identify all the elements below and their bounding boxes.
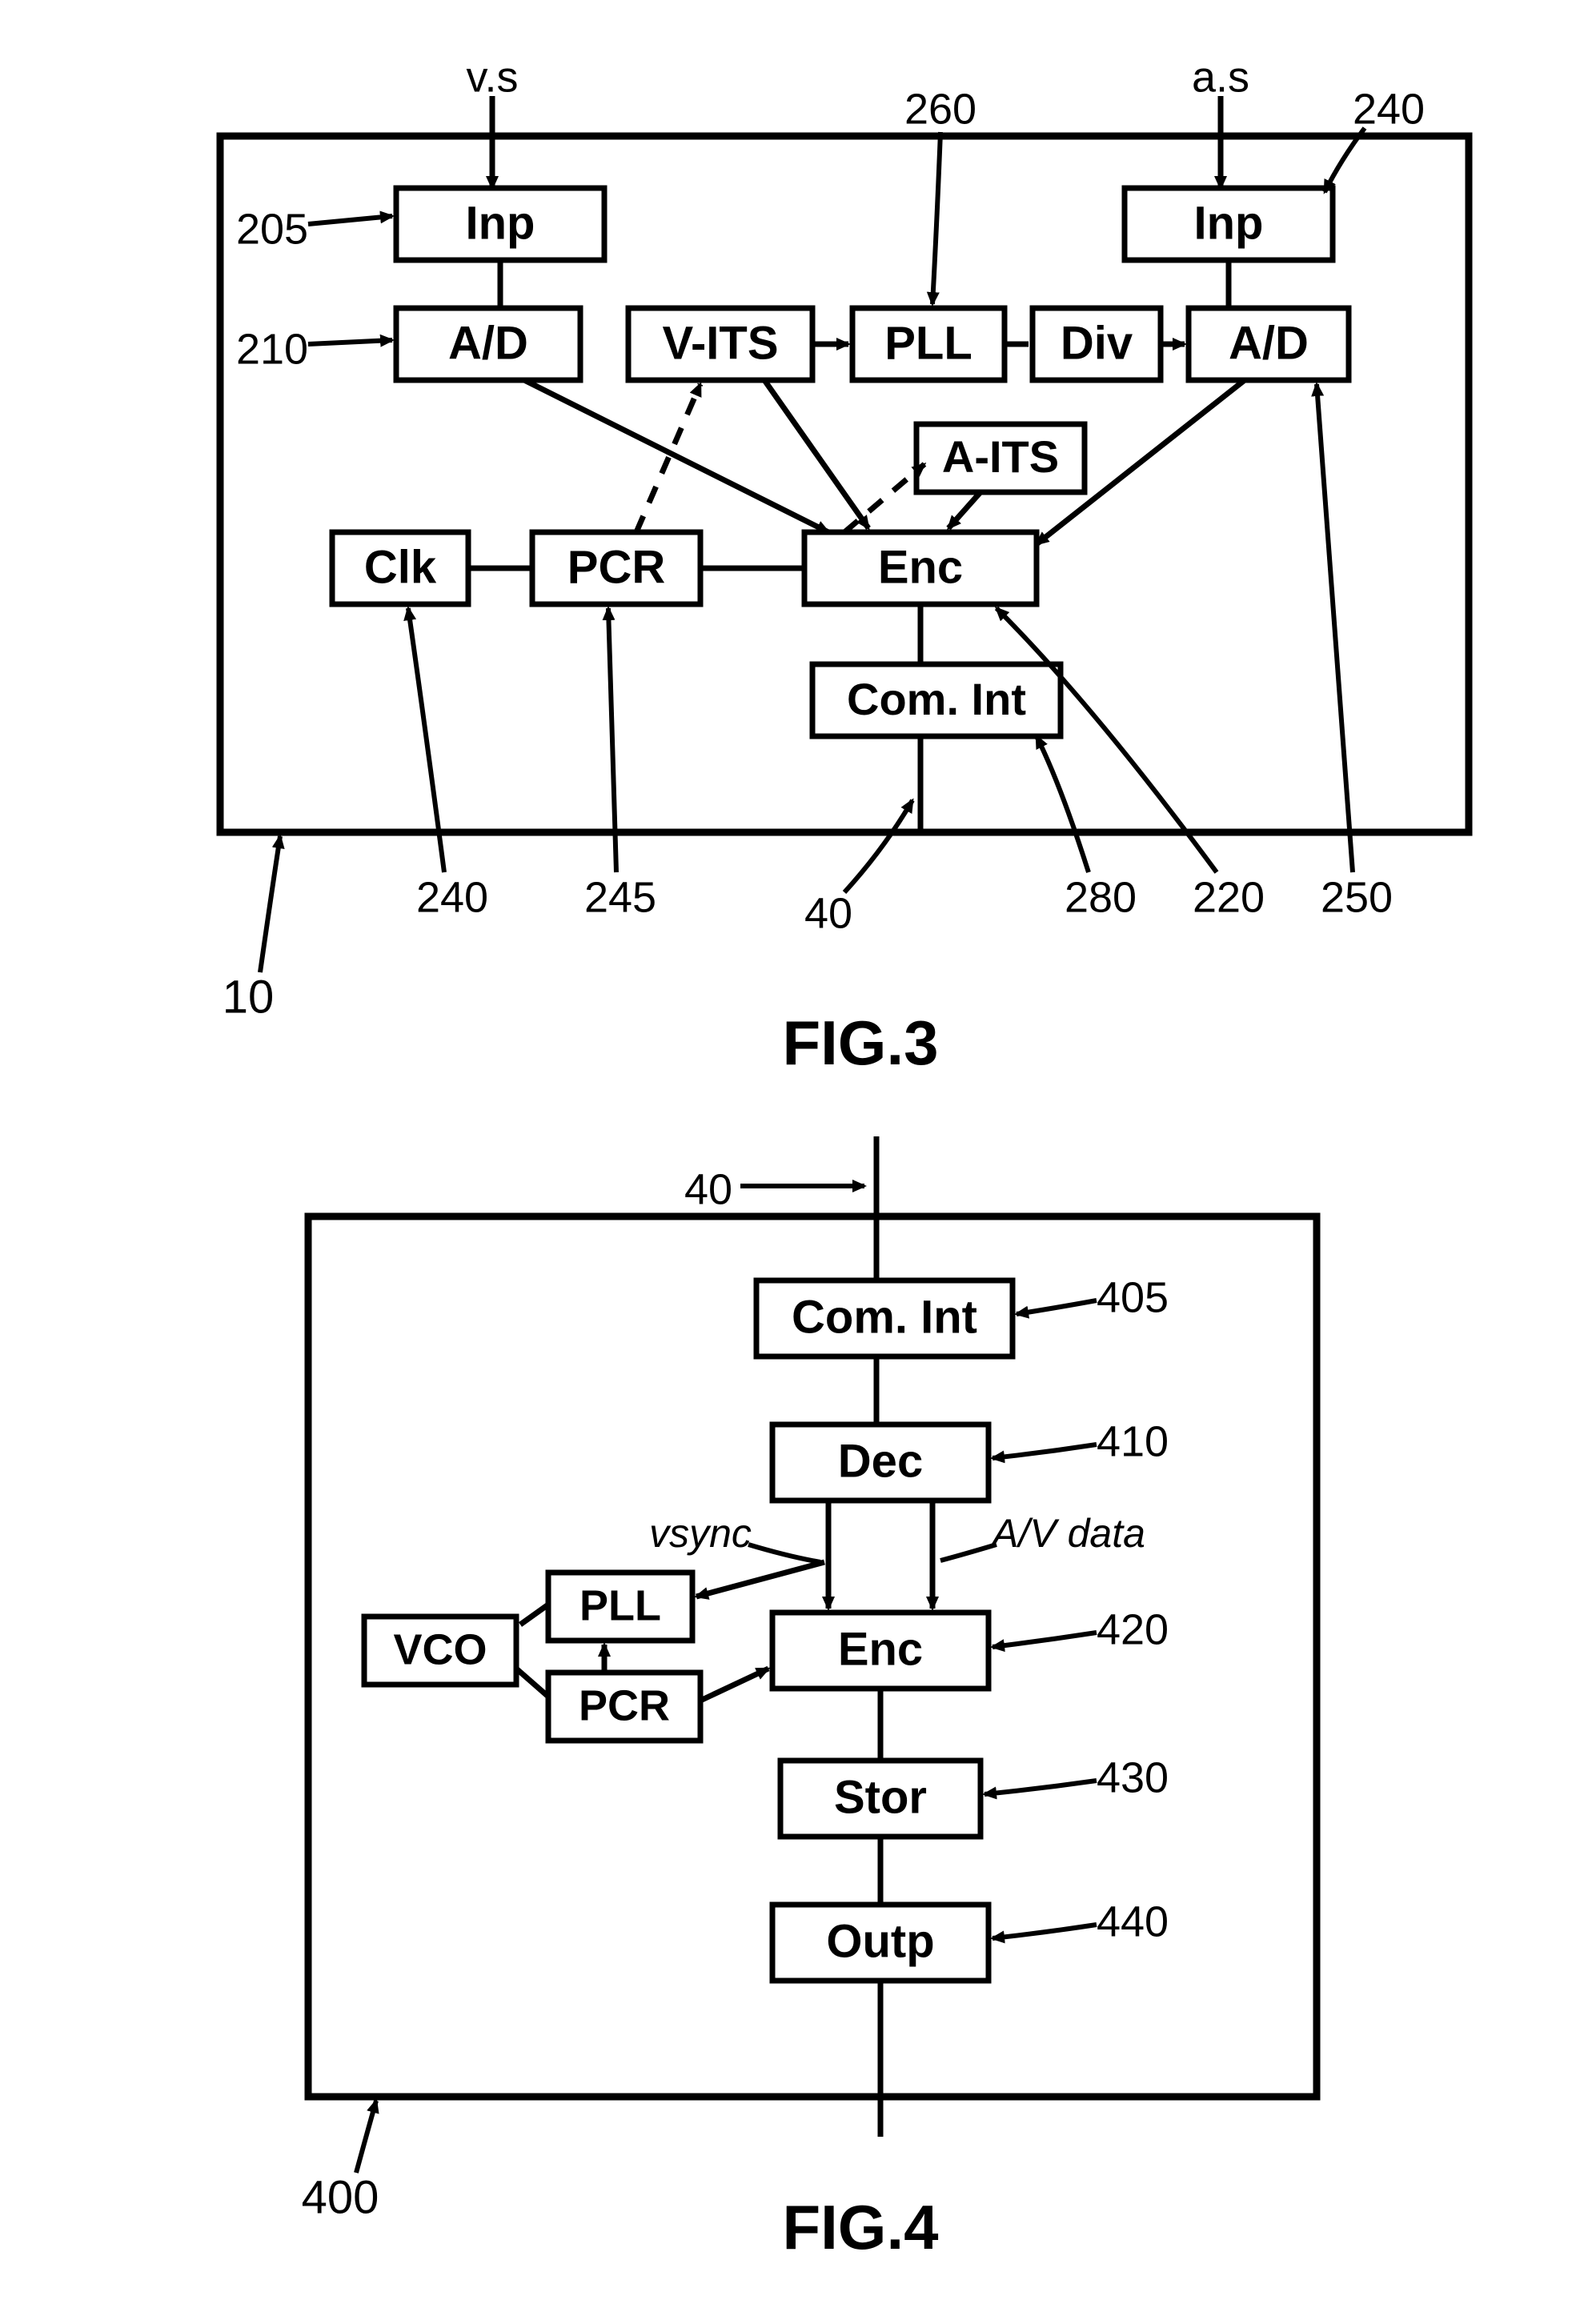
fig4-caption: FIG.4 (782, 2192, 938, 2262)
pcr-text: PCR (567, 541, 664, 593)
ref-405: 405 (1096, 1273, 1168, 1321)
ref-40: 40 (804, 889, 852, 937)
inp-left-text: Inp (465, 197, 535, 249)
vsync-leader (748, 1545, 820, 1562)
ref-260-line (932, 132, 940, 304)
page: v.s a.s Inp Inp A/D V-ITS PLL Div A/D A-… (32, 32, 1592, 2273)
ref-10: 10 (222, 971, 274, 1023)
ref-250-line (1317, 384, 1353, 872)
ref-280-line (1037, 736, 1089, 872)
comint4-text: Com. Int (792, 1291, 977, 1343)
ref-40-in: 40 (684, 1165, 732, 1213)
vco-text: VCO (393, 1625, 487, 1673)
ref-220: 220 (1192, 873, 1264, 921)
enc-text: Enc (877, 541, 962, 593)
avdata-leader (940, 1545, 997, 1561)
ref-205: 205 (235, 205, 307, 253)
fig3-caption: FIG.3 (782, 1008, 938, 1078)
aits-text: A-ITS (941, 431, 1058, 482)
pll4-text: PLL (579, 1581, 661, 1629)
ad-right-text: A/D (1229, 317, 1309, 369)
stor-text: Stor (834, 1771, 927, 1823)
ref-40-line (844, 800, 912, 892)
ad-left-text: A/D (448, 317, 528, 369)
ref-420-line (992, 1633, 1097, 1647)
ref-210-line (308, 340, 392, 344)
ref-250: 250 (1320, 873, 1392, 921)
vs-label: v.s (466, 53, 518, 101)
aits-enc-arrow (948, 492, 980, 528)
clk-text: Clk (363, 541, 436, 593)
ref-400: 400 (301, 2171, 379, 2223)
comint-text: Com. Int (847, 674, 1026, 724)
inp-right-text: Inp (1193, 197, 1263, 249)
pcr4-text: PCR (578, 1681, 669, 1729)
dec-text: Dec (837, 1435, 922, 1487)
ref-240b: 240 (415, 873, 487, 921)
ref-205-line (308, 216, 392, 224)
vsync-label: vsync (649, 1511, 752, 1556)
ref-210: 210 (235, 325, 307, 373)
ref-10-line (260, 836, 280, 972)
vco-pcr-line (516, 1669, 548, 1697)
pll-vco-line (520, 1605, 548, 1625)
as-label: a.s (1191, 53, 1249, 101)
ref-280: 280 (1064, 873, 1136, 921)
dec-pll-arrow (696, 1562, 824, 1597)
vits-text: V-ITS (662, 317, 778, 369)
div-text: Div (1060, 317, 1132, 369)
ref-400-line (356, 2101, 376, 2173)
ref-440: 440 (1096, 1897, 1168, 1945)
ref-405-line (1017, 1300, 1097, 1314)
pcr-vits-dash (636, 384, 700, 532)
ref-410: 410 (1096, 1417, 1168, 1465)
ref-430: 430 (1096, 1753, 1168, 1801)
ref-420: 420 (1096, 1605, 1168, 1653)
avdata-label: A/V data (989, 1511, 1145, 1556)
ref-410-line (992, 1444, 1097, 1458)
ref-260: 260 (904, 85, 976, 133)
ref-440-line (992, 1925, 1097, 1938)
fig4-svg: 40 Com. Int Dec vsync A/V data Enc PLL P… (108, 1112, 1549, 2273)
pcr-enc-arrow (700, 1669, 768, 1701)
enc-aits-dash (844, 464, 924, 532)
fig3-svg: v.s a.s Inp Inp A/D V-ITS PLL Div A/D A-… (108, 32, 1549, 1112)
ref-430-line (984, 1781, 1097, 1794)
outp-text: Outp (826, 1915, 934, 1967)
pll-text: PLL (884, 317, 972, 369)
ref-245: 245 (583, 873, 656, 921)
enc4-text: Enc (837, 1623, 922, 1675)
ref-240r: 240 (1352, 85, 1424, 133)
